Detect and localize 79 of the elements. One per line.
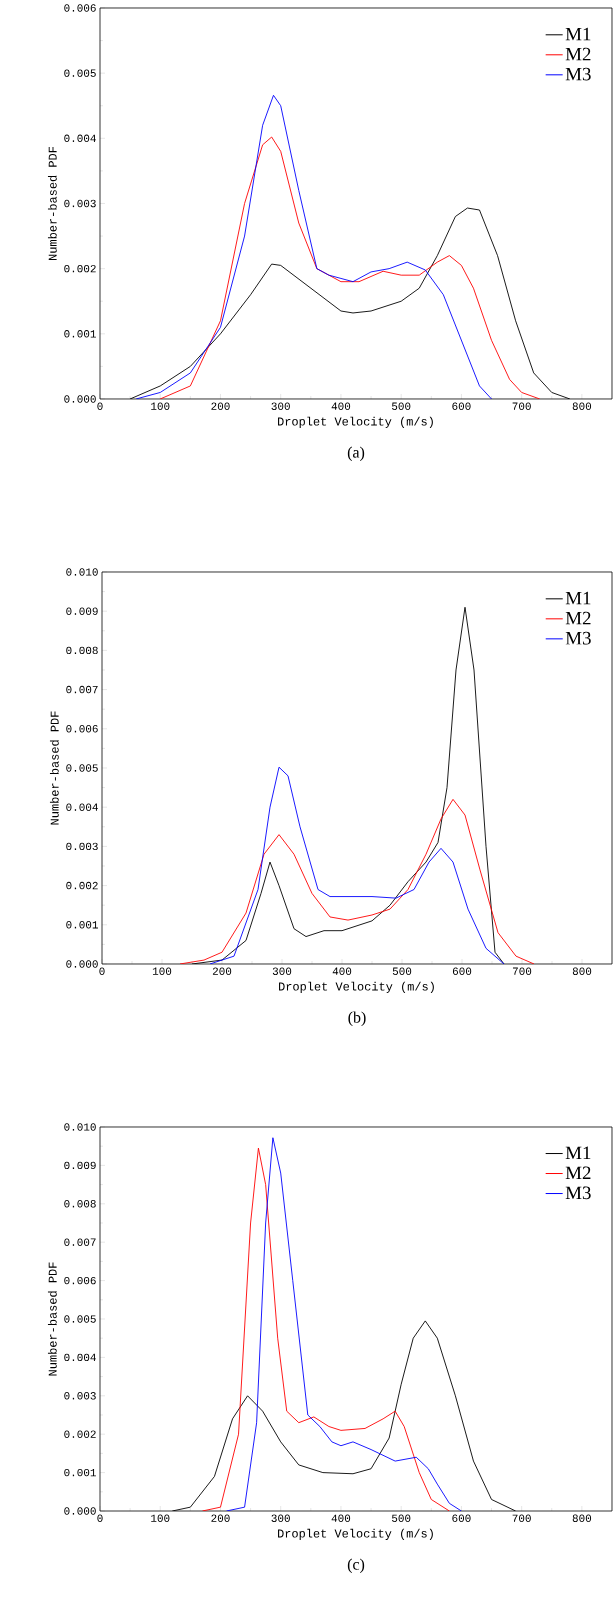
x-tick-label: 700 [512, 967, 532, 975]
y-tick-label: 0.008 [66, 646, 98, 655]
x-tick-label: 300 [271, 402, 290, 410]
y-tick-label: 0.010 [64, 1123, 96, 1131]
x-tick-label: 700 [512, 1514, 531, 1522]
line-series [209, 766, 505, 964]
x-tick-label: 100 [151, 1514, 170, 1522]
x-tick-label: 200 [211, 1514, 230, 1522]
y-axis-title: Number-based PDF [49, 711, 59, 825]
y-tick-label: 0.010 [66, 568, 98, 576]
x-tick-label: 600 [452, 967, 472, 975]
y-tick-label: 0.001 [64, 330, 96, 338]
y-tick-label: 0.000 [64, 395, 96, 403]
x-tick-label: 300 [272, 967, 292, 975]
y-tick-label: 0.003 [66, 842, 98, 851]
legend-label: M1 [565, 1146, 591, 1160]
x-tick-label: 800 [572, 967, 592, 975]
y-tick-label: 0.009 [64, 1161, 96, 1170]
x-tick-label: 500 [392, 1514, 411, 1522]
y-tick-label: 0.005 [64, 69, 96, 77]
y-tick-label: 0.009 [66, 607, 98, 615]
x-axis-title: Droplet Velocity (m/s) [279, 981, 434, 993]
text: (b) [348, 1011, 366, 1026]
y-tick-label: 0.005 [66, 764, 98, 772]
x-tick-label: 800 [572, 402, 592, 410]
x-tick-label: 0 [97, 1514, 103, 1522]
x-tick-label: 800 [572, 1514, 592, 1522]
x-axis-title: Droplet Velocity (m/s) [278, 416, 433, 428]
line-series [201, 1147, 450, 1511]
legend-label: M2 [565, 611, 591, 625]
y-tick-label: 0.005 [64, 1315, 96, 1323]
y-tick-label: 0.003 [64, 199, 96, 208]
legend-label: M3 [565, 1186, 591, 1200]
x-tick-label: 200 [212, 967, 232, 975]
x-tick-label: 700 [512, 402, 531, 410]
legend-label: M1 [565, 27, 591, 41]
legend-label: M3 [565, 631, 591, 645]
legend-label: M3 [565, 67, 591, 81]
y-tick-label: 0.004 [66, 803, 98, 811]
y-tick-label: 0.007 [66, 685, 98, 694]
x-tick-label: 500 [392, 967, 412, 975]
x-tick-label: 600 [452, 1514, 471, 1522]
y-tick-label: 0.002 [64, 1430, 96, 1438]
y-tick-label: 0.000 [66, 960, 98, 968]
text: (c) [347, 1558, 365, 1573]
y-tick-label: 0.001 [64, 1468, 96, 1477]
y-tick-label: 0.002 [64, 264, 96, 273]
line-series [179, 798, 535, 964]
line-series [226, 1137, 462, 1511]
x-tick-label: 400 [331, 1514, 351, 1522]
y-tick-label: 0.000 [64, 1507, 96, 1515]
x-tick-label: 400 [331, 402, 351, 410]
x-tick-label: 600 [452, 402, 471, 410]
legend-label: M1 [565, 591, 591, 605]
text: (a) [347, 446, 365, 461]
x-axis-title: Droplet Velocity (m/s) [278, 1528, 433, 1540]
y-tick-label: 0.006 [64, 4, 96, 12]
legend-label: M2 [565, 1166, 591, 1180]
y-axis-title: Number-based PDF [47, 146, 57, 260]
x-tick-label: 100 [151, 402, 170, 410]
y-axis-title: Number-based PDF [47, 1262, 57, 1376]
x-tick-label: 0 [99, 967, 105, 975]
x-tick-label: 500 [392, 402, 411, 410]
y-tick-label: 0.006 [64, 1276, 96, 1285]
x-tick-label: 400 [332, 967, 352, 975]
y-tick-label: 0.004 [64, 1353, 96, 1362]
y-tick-label: 0.008 [64, 1200, 96, 1208]
x-tick-label: 0 [97, 402, 103, 410]
y-tick-label: 0.003 [64, 1392, 96, 1400]
x-tick-label: 200 [211, 402, 230, 410]
x-tick-label: 100 [152, 967, 172, 975]
y-tick-label: 0.006 [66, 725, 98, 733]
x-tick-label: 300 [271, 1514, 290, 1522]
y-tick-label: 0.004 [64, 134, 96, 143]
line-series [159, 136, 541, 399]
y-tick-label: 0.001 [66, 921, 98, 929]
y-tick-label: 0.002 [66, 881, 98, 890]
legend-label: M2 [565, 47, 591, 61]
y-tick-label: 0.007 [64, 1238, 96, 1246]
